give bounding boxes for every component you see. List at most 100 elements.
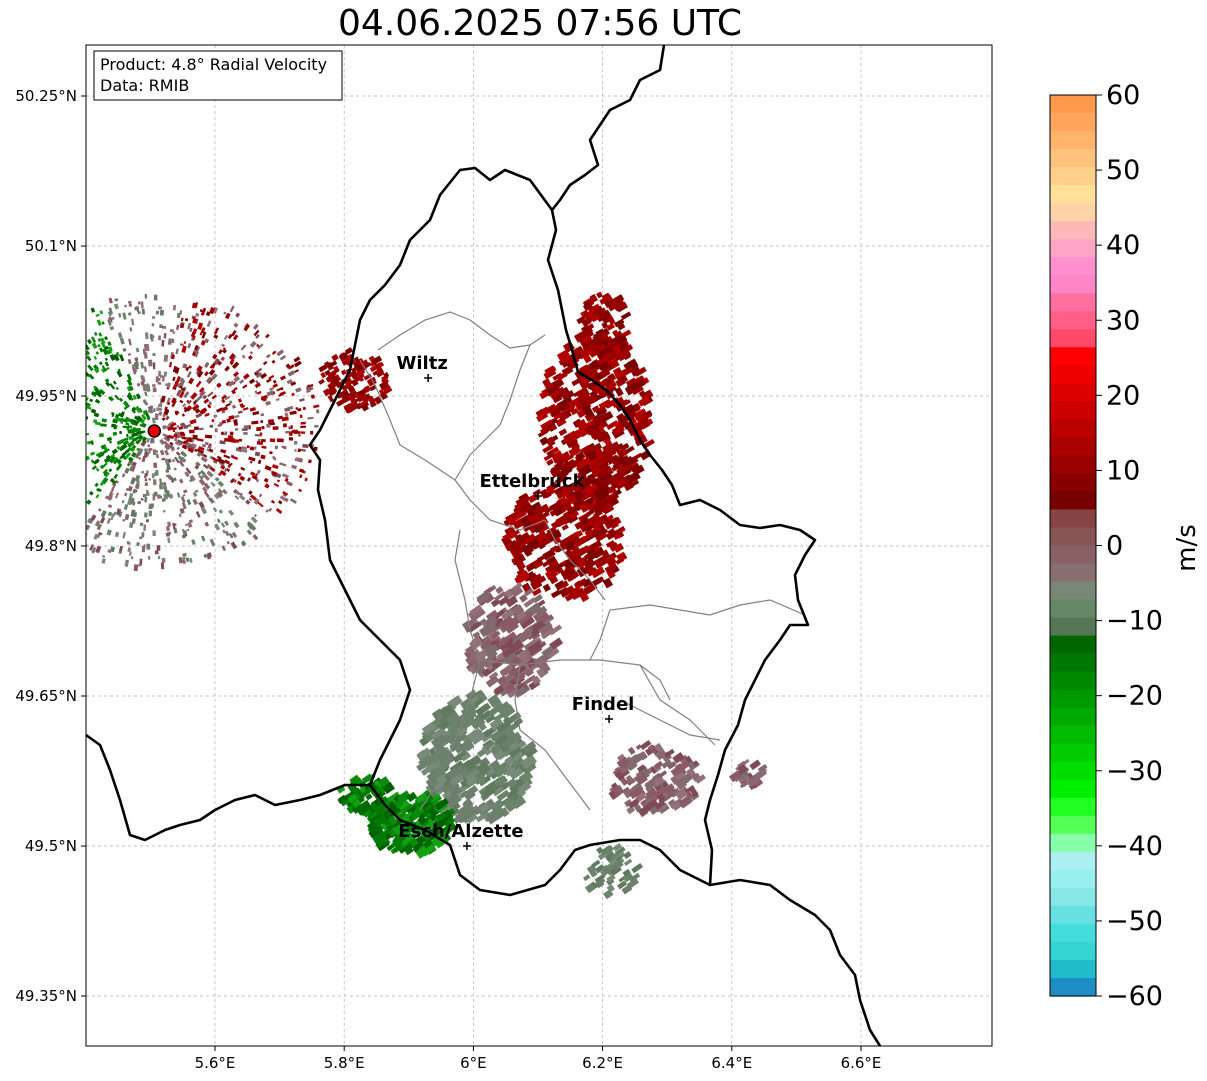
echo-cell xyxy=(250,516,258,524)
echo-cell xyxy=(63,373,67,377)
echo-cell xyxy=(68,469,75,475)
echo-cell xyxy=(182,556,186,560)
echo-cell xyxy=(167,426,174,431)
echo-cell xyxy=(738,764,746,772)
echo-cell xyxy=(44,363,50,369)
echo-cell xyxy=(124,304,127,308)
echo-cell xyxy=(298,468,305,473)
echo-cell xyxy=(197,471,202,476)
echo-cell xyxy=(163,408,170,416)
echo-cell xyxy=(344,353,354,363)
echo-cell xyxy=(310,394,316,399)
echo-cell xyxy=(420,764,435,776)
echo-cell xyxy=(260,420,264,424)
lat-tick-label: 49.8°N xyxy=(25,537,77,555)
echo-cell xyxy=(165,415,170,421)
echo-cell xyxy=(55,377,59,381)
echo-cell xyxy=(112,456,119,463)
echo-cell xyxy=(95,351,100,355)
echo-cell xyxy=(49,418,54,422)
echo-cell xyxy=(304,477,308,482)
echo-cell xyxy=(598,412,609,421)
echo-cell xyxy=(589,293,598,303)
echo-cell xyxy=(263,477,269,483)
echo-cell xyxy=(119,430,123,435)
echo-cell xyxy=(517,611,533,625)
echo-cell xyxy=(323,361,331,368)
echo-cell xyxy=(479,803,490,813)
echo-cell xyxy=(331,353,339,362)
echo-cell xyxy=(121,473,126,478)
echo-cell xyxy=(287,370,296,377)
echo-cell xyxy=(628,798,640,809)
echo-cell xyxy=(449,773,464,787)
echo-cell xyxy=(508,666,521,678)
echo-cell xyxy=(161,417,166,422)
echo-cell xyxy=(182,363,188,369)
echo-cell xyxy=(367,395,376,404)
echo-cell xyxy=(573,490,583,501)
echo-cell xyxy=(228,532,234,539)
echo-cell xyxy=(664,748,675,758)
echo-cell xyxy=(214,428,218,433)
info-product: Product: 4.8° Radial Velocity xyxy=(100,55,327,74)
echo-cell xyxy=(568,510,580,520)
echo-cell xyxy=(609,516,619,525)
echo-cell xyxy=(135,474,141,482)
echo-cell xyxy=(116,445,121,451)
echo-cell xyxy=(193,402,197,406)
echo-cell xyxy=(211,373,218,380)
echo-cell xyxy=(260,372,268,380)
echo-cell xyxy=(585,545,597,556)
echo-cell xyxy=(500,640,514,653)
echo-cell xyxy=(596,490,610,502)
echo-cell xyxy=(21,428,27,430)
echo-cell xyxy=(224,312,231,320)
echo-cell xyxy=(194,408,201,414)
echo-cell xyxy=(154,294,158,301)
echo-cell xyxy=(383,372,390,379)
echo-cell xyxy=(654,748,668,761)
echo-cell xyxy=(661,781,669,789)
echo-cell xyxy=(449,760,464,772)
canton-boundaries xyxy=(359,311,806,811)
echo-cell xyxy=(148,510,153,517)
echo-cell xyxy=(174,380,179,387)
echo-cell xyxy=(237,410,243,415)
echo-cell xyxy=(539,612,551,624)
echo-cell xyxy=(228,415,235,421)
echo-cell xyxy=(94,332,98,336)
echo-cell xyxy=(211,457,219,462)
echo-cell xyxy=(497,637,510,650)
echo-cell xyxy=(88,373,95,380)
echo-cell xyxy=(136,305,140,312)
echo-cell xyxy=(72,378,78,384)
echo-cell xyxy=(279,375,287,381)
echo-cell xyxy=(522,533,537,545)
echo-cell xyxy=(80,401,84,404)
echo-cell xyxy=(328,389,337,397)
echo-cell xyxy=(200,456,208,463)
echo-cell xyxy=(140,439,147,447)
echo-cell xyxy=(74,463,80,469)
echo-cell xyxy=(161,485,166,490)
echo-cell xyxy=(515,570,531,584)
echo-cell xyxy=(545,382,555,390)
echo-cell xyxy=(426,826,442,841)
lon-tick-label: 6°E xyxy=(460,1054,487,1072)
echo-cell xyxy=(42,525,49,532)
echo-cell xyxy=(447,767,460,780)
echo-cell xyxy=(481,655,495,669)
echo-cell xyxy=(182,494,186,497)
echo-cell xyxy=(550,589,562,599)
echo-cell xyxy=(112,418,119,423)
echo-cell xyxy=(142,437,147,442)
echo-cell xyxy=(607,540,617,550)
echo-cell xyxy=(129,385,134,391)
echo-cell xyxy=(209,306,215,315)
echo-cell xyxy=(68,524,72,528)
echo-cell xyxy=(116,370,123,378)
echo-cell xyxy=(218,349,223,355)
echo-cell xyxy=(414,792,428,805)
echo-cell xyxy=(638,390,646,397)
